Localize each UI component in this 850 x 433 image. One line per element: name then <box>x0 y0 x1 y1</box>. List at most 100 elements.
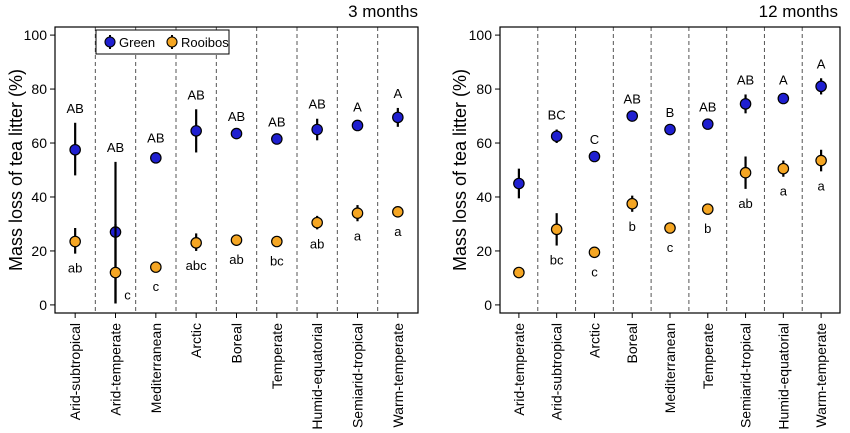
data-point-green <box>351 119 364 132</box>
data-point-rooibos <box>150 261 162 273</box>
data-point-green <box>588 150 601 163</box>
significance-letter: AB <box>737 72 754 87</box>
data-point-rooibos <box>311 216 323 229</box>
legend-box <box>95 29 230 55</box>
significance-letter: AB <box>66 101 83 116</box>
y-tick-label: 100 <box>469 27 493 43</box>
significance-letter: bc <box>270 254 284 269</box>
y-axis-label: Mass loss of tea litter (%) <box>450 69 470 271</box>
significance-letter: a <box>394 224 402 239</box>
x-tick-label: Arid-temperate <box>511 323 527 416</box>
significance-letter: abc <box>186 258 207 273</box>
data-point-green <box>271 133 283 145</box>
x-tick-label: Humid-equatorial <box>775 323 791 430</box>
y-tick-label: 60 <box>476 135 492 151</box>
plot-frame <box>499 26 841 314</box>
y-tick-label: 80 <box>31 81 47 97</box>
data-point-green <box>190 125 202 137</box>
significance-letter: ab <box>310 236 324 251</box>
x-tick-label: Arid-temperate <box>108 323 124 416</box>
significance-letter: B <box>666 105 675 120</box>
data-point-rooibos <box>392 206 404 218</box>
plot-frame <box>54 26 419 314</box>
y-tick-label: 40 <box>31 189 47 205</box>
significance-letter: a <box>817 178 825 193</box>
x-tick-label: Semiarid-tropical <box>738 323 754 428</box>
data-point-rooibos <box>815 154 827 167</box>
x-tick-label: Warm-temperate <box>813 323 829 428</box>
x-tick-label: Boreal <box>624 323 640 363</box>
x-tick-label: Arctic <box>586 323 602 358</box>
significance-letter: a <box>354 228 362 243</box>
significance-letter: BC <box>548 108 566 123</box>
significance-letter: b <box>629 219 636 234</box>
data-point-green <box>701 118 714 130</box>
x-tick-label: Temperate <box>269 323 285 389</box>
significance-letter: AB <box>624 91 641 106</box>
significance-letter: AB <box>147 130 164 145</box>
x-tick-label: Mediterranean <box>662 323 678 413</box>
y-tick-label: 80 <box>476 81 492 97</box>
data-point-rooibos <box>626 197 639 210</box>
data-point-rooibos <box>701 203 714 215</box>
data-point-green <box>150 152 162 164</box>
y-tick-label: 100 <box>24 27 48 43</box>
legend-label-rooibos: Rooibos <box>181 35 229 50</box>
legend-marker-rooibos <box>166 36 178 48</box>
data-point-rooibos <box>271 235 283 248</box>
significance-letter: ab <box>68 261 82 276</box>
data-point-rooibos <box>230 234 243 246</box>
significance-letter: a <box>780 184 788 199</box>
legend-marker-green <box>104 36 116 48</box>
significance-letter: c <box>591 264 598 279</box>
x-tick-label: Boreal <box>229 323 245 363</box>
data-point-green <box>739 98 752 110</box>
data-point-rooibos <box>513 266 525 279</box>
data-point-green <box>513 177 525 190</box>
significance-letter: AB <box>308 97 325 112</box>
x-tick-label: Semiarid-tropical <box>350 323 366 428</box>
significance-letter: ab <box>229 252 243 267</box>
data-point-rooibos <box>109 266 122 279</box>
x-tick-label: Warm-temperate <box>390 323 406 428</box>
data-point-green <box>230 127 243 140</box>
significance-letter: AB <box>699 99 716 114</box>
data-point-rooibos <box>550 223 563 236</box>
x-tick-label: Temperate <box>700 323 716 389</box>
significance-letter: A <box>779 72 788 87</box>
significance-letter: b <box>704 221 711 236</box>
significance-letter: ab <box>738 196 752 211</box>
y-tick-label: 60 <box>31 135 47 151</box>
x-tick-label: Arid-subtropical <box>67 323 83 420</box>
data-point-green <box>664 123 676 136</box>
significance-letter: c <box>153 279 160 294</box>
data-point-rooibos <box>588 246 601 259</box>
y-axis-label: Mass loss of tea litter (%) <box>6 69 26 271</box>
significance-letter: AB <box>228 109 245 124</box>
data-point-green <box>392 111 404 124</box>
significance-letter: bc <box>550 253 564 268</box>
significance-letter: AB <box>107 140 124 155</box>
data-point-green <box>550 130 563 143</box>
data-point-green <box>815 80 827 93</box>
significance-letter: A <box>817 56 826 71</box>
x-tick-label: Humid-equatorial <box>309 323 325 430</box>
x-tick-label: Arctic <box>188 323 204 358</box>
data-point-rooibos <box>664 222 676 234</box>
data-point-rooibos <box>739 166 752 179</box>
y-tick-label: 0 <box>484 297 492 313</box>
data-point-green <box>626 110 639 122</box>
panel-title: 12 months <box>759 2 838 21</box>
significance-letter: A <box>353 99 362 114</box>
significance-letter: AB <box>268 114 285 129</box>
panel-title: 3 months <box>348 2 418 21</box>
data-point-rooibos <box>69 235 81 248</box>
data-point-rooibos <box>190 237 202 249</box>
significance-letter: c <box>124 288 131 303</box>
significance-letter: c <box>667 240 674 255</box>
legend-label-green: Green <box>119 35 155 50</box>
data-point-green <box>311 123 323 136</box>
x-tick-label: Mediterranean <box>148 323 164 413</box>
data-point-green <box>69 143 81 156</box>
